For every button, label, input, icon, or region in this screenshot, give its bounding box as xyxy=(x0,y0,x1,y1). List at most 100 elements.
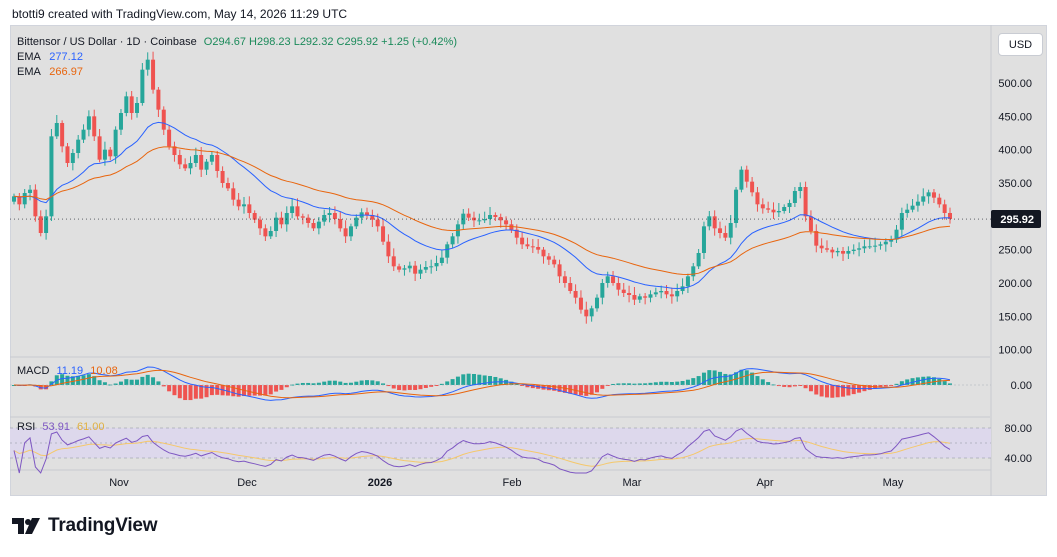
candle-body xyxy=(841,251,846,254)
candle-body xyxy=(295,206,300,217)
candle-body xyxy=(648,294,653,298)
rsi-legend: RSI 53.91 61.00 xyxy=(17,421,105,433)
macd-bar xyxy=(102,382,107,385)
chart-canvas[interactable]: 500.00450.00400.00350.00300.00250.00200.… xyxy=(10,25,1047,496)
candle-body xyxy=(284,213,289,225)
candle-body xyxy=(161,109,166,130)
macd-bar xyxy=(118,381,123,385)
candle-body xyxy=(696,253,701,267)
rsi-label[interactable]: RSI xyxy=(17,421,36,433)
candle-body xyxy=(921,196,926,202)
price-tick-label: 150.00 xyxy=(998,311,1032,323)
candle-body xyxy=(776,211,781,213)
macd-bar xyxy=(311,383,316,385)
currency-button[interactable]: USD xyxy=(998,33,1043,56)
candle-body xyxy=(65,146,70,163)
macd-bar xyxy=(370,380,375,385)
macd-bar xyxy=(611,383,616,385)
macd-bar xyxy=(921,376,926,385)
macd-bar xyxy=(145,374,150,385)
ema1-value: 277.12 xyxy=(49,51,83,63)
macd-bar xyxy=(461,374,466,385)
candle-body xyxy=(49,136,54,217)
candle-body xyxy=(252,213,257,220)
macd-bar xyxy=(594,385,599,393)
macd-bar xyxy=(562,385,567,393)
ema1-label[interactable]: EMA xyxy=(17,51,41,63)
candle-body xyxy=(520,237,525,245)
macd-bar xyxy=(867,385,872,390)
macd-bar xyxy=(808,385,813,392)
candle-body xyxy=(915,201,920,206)
candle-body xyxy=(739,169,744,190)
candle-body xyxy=(659,291,664,293)
candle-body xyxy=(584,309,589,317)
candle-body xyxy=(525,244,530,247)
macd-label[interactable]: MACD xyxy=(17,365,50,377)
macd-bar xyxy=(423,385,428,388)
macd-bar xyxy=(830,385,835,398)
candle-body xyxy=(482,219,487,221)
macd-bar xyxy=(471,373,476,385)
macd-bar xyxy=(584,385,589,396)
candle-body xyxy=(338,219,343,229)
candle-body xyxy=(685,276,690,287)
ema2-value: 266.97 xyxy=(49,66,83,78)
candle-body xyxy=(22,193,27,205)
ema2-label[interactable]: EMA xyxy=(17,66,41,78)
macd-bar xyxy=(263,385,268,396)
macd-bar xyxy=(819,385,824,397)
macd-bar xyxy=(926,376,931,385)
candle-body xyxy=(28,189,33,193)
macd-bar xyxy=(359,380,364,385)
brand-name: TradingView xyxy=(48,515,158,536)
macd-bar xyxy=(621,383,626,385)
candle-body xyxy=(263,228,268,237)
candle-body xyxy=(60,123,65,147)
macd-bar xyxy=(466,373,471,385)
macd-bar xyxy=(589,385,594,395)
candle-body xyxy=(600,283,605,298)
macd-bar xyxy=(183,385,188,401)
candle-body xyxy=(279,217,284,225)
time-tick-label: 2026 xyxy=(368,477,392,489)
price-tick-label: 450.00 xyxy=(998,111,1032,123)
candle-body xyxy=(477,220,482,222)
macd-zero-label: 0.00 xyxy=(1011,380,1032,392)
candle-body xyxy=(835,251,840,253)
macd-bar xyxy=(338,381,343,385)
macd-bar xyxy=(327,380,332,385)
macd-bar xyxy=(354,381,359,385)
macd-line xyxy=(13,366,951,401)
macd-bar xyxy=(92,376,97,385)
candle-body xyxy=(381,226,386,242)
macd-bar xyxy=(750,372,755,385)
candle-body xyxy=(38,216,43,233)
price-tick-label: 500.00 xyxy=(998,78,1032,90)
last-price-label: 295.92 xyxy=(1000,214,1034,226)
macd-bar xyxy=(718,371,723,385)
macd-bar xyxy=(215,385,220,395)
candle-body xyxy=(370,215,375,220)
macd-bar xyxy=(156,381,161,385)
candle-body xyxy=(718,228,723,233)
macd-bar xyxy=(209,385,214,396)
time-tick-label: Apr xyxy=(756,477,773,489)
symbol-title[interactable]: Bittensor / US Dollar · 1D · Coinbase xyxy=(17,36,197,48)
macd-bar xyxy=(124,379,129,385)
macd-bar xyxy=(482,375,487,385)
tradingview-logo[interactable]: TradingView xyxy=(12,515,158,537)
macd-bar xyxy=(199,385,204,399)
candle-body xyxy=(311,223,316,229)
candle-body xyxy=(193,155,198,163)
candle-body xyxy=(546,256,551,260)
candle-body xyxy=(712,216,717,229)
candle-body xyxy=(386,241,391,257)
candle-body xyxy=(568,283,573,291)
candle-body xyxy=(343,228,348,237)
macd-bar xyxy=(49,381,54,385)
candle-body xyxy=(942,204,947,213)
macd-bar xyxy=(231,385,236,397)
macd-bar xyxy=(418,385,423,390)
candle-body xyxy=(118,113,123,130)
